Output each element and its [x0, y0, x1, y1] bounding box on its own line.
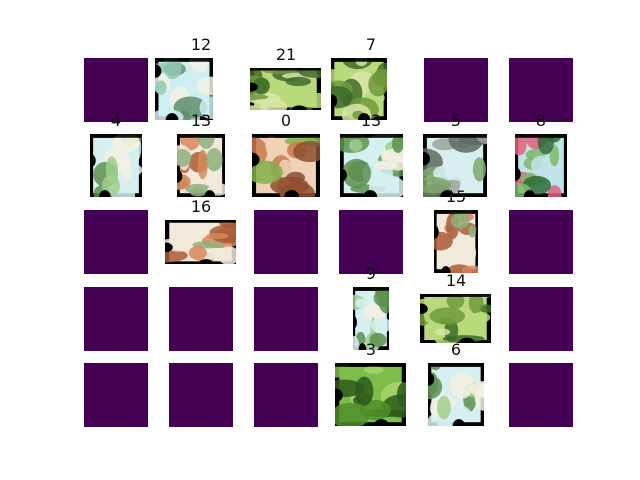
empty-slot-r0c5[interactable] [509, 58, 573, 122]
puzzle-piece-0[interactable] [252, 134, 320, 197]
puzzle-piece-4[interactable] [90, 134, 142, 197]
piece-number-label: 21 [275, 45, 297, 64]
empty-slot-r2c0[interactable] [84, 210, 148, 274]
empty-slot-r4c1[interactable] [169, 363, 233, 427]
empty-slot-r4c5[interactable] [509, 363, 573, 427]
puzzle-piece-13[interactable] [177, 134, 225, 197]
empty-slot-r3c0[interactable] [84, 287, 148, 351]
puzzle-piece-3[interactable] [335, 363, 406, 426]
piece-number-label: 16 [190, 197, 212, 216]
puzzle-piece-7[interactable] [331, 58, 387, 120]
piece-number-label: 0 [280, 111, 292, 130]
empty-slot-r0c4[interactable] [424, 58, 488, 122]
puzzle-piece-9[interactable] [353, 287, 389, 350]
puzzle-piece-5[interactable] [423, 134, 487, 197]
empty-slot-r2c5[interactable] [509, 210, 573, 274]
piece-number-label: 15 [445, 187, 467, 206]
empty-slot-r4c2[interactable] [254, 363, 318, 427]
piece-number-label: 4 [110, 111, 122, 130]
puzzle-piece-21[interactable] [250, 68, 321, 110]
piece-number-label: 7 [365, 35, 377, 54]
puzzle-piece-15[interactable] [434, 210, 478, 273]
piece-number-label: 8 [535, 111, 547, 130]
empty-slot-r4c0[interactable] [84, 363, 148, 427]
empty-slot-r2c3[interactable] [339, 210, 403, 274]
empty-slot-r2c2[interactable] [254, 210, 318, 274]
piece-number-label: 13 [190, 111, 212, 130]
piece-number-label: 3 [365, 340, 377, 359]
piece-number-label: 5 [450, 111, 462, 130]
empty-slot-r3c5[interactable] [509, 287, 573, 351]
puzzle-piece-14[interactable] [420, 294, 491, 343]
puzzle-piece-12[interactable] [155, 58, 213, 120]
puzzle-piece-16[interactable] [165, 220, 236, 264]
empty-slot-r0c0[interactable] [84, 58, 148, 122]
piece-number-label: 6 [450, 340, 462, 359]
empty-slot-r3c2[interactable] [254, 287, 318, 351]
piece-number-label: 9 [365, 264, 377, 283]
empty-slot-r3c1[interactable] [169, 287, 233, 351]
puzzle-piece-8[interactable] [515, 134, 567, 197]
puzzle-piece-6[interactable] [428, 363, 484, 426]
piece-number-label: 12 [190, 35, 212, 54]
puzzle-piece-13[interactable] [340, 134, 403, 197]
piece-number-label: 13 [360, 111, 382, 130]
piece-number-label: 14 [445, 271, 467, 290]
